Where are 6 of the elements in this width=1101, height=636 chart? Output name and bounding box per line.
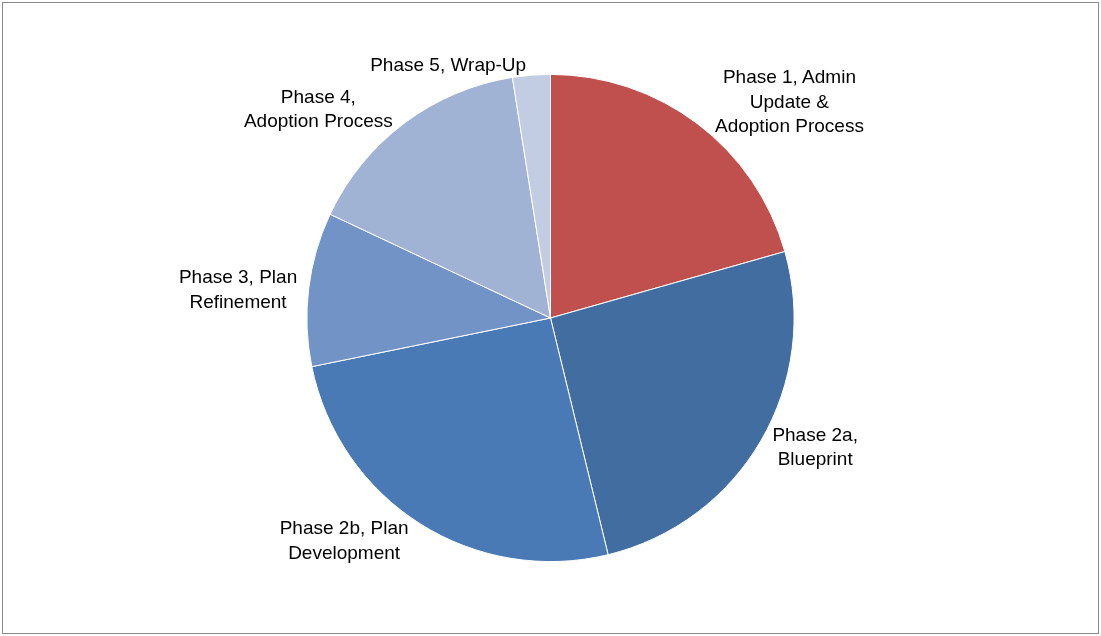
slice-label: Phase 2b, Plan Development bbox=[279, 517, 409, 563]
slice-label: Phase 3, Plan Refinement bbox=[178, 265, 298, 312]
slice-label: Phase 1, Admin Update & Adoption Process bbox=[714, 66, 864, 137]
slice-label: Phase 5, Wrap-Up bbox=[370, 54, 527, 76]
slice-label: Phase 4, Adoption Process bbox=[243, 85, 393, 132]
slice-label: Phase 2a, Blueprint bbox=[772, 423, 858, 470]
